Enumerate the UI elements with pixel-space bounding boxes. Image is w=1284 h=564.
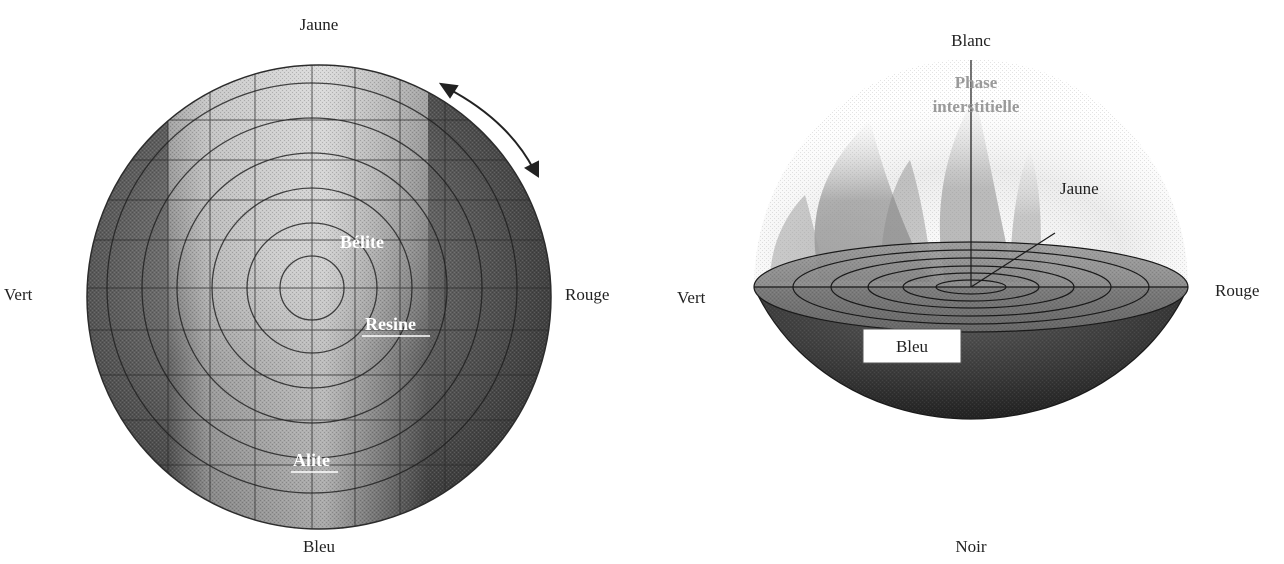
right-region-porosite: Porosité bbox=[940, 462, 1003, 482]
rotation-arrow-icon bbox=[438, 82, 539, 178]
right-region-phase-line1: Phase bbox=[955, 73, 998, 92]
left-color-sphere bbox=[86, 64, 552, 530]
left-region-belite: Bélite bbox=[340, 232, 384, 252]
left-label-bottom: Bleu bbox=[303, 537, 336, 556]
right-axes bbox=[754, 60, 1188, 288]
right-label-upper-right: Jaune bbox=[1060, 179, 1099, 198]
right-color-hemisphere bbox=[753, 59, 1189, 420]
right-label-bottom: Noir bbox=[955, 537, 987, 556]
left-concentric-rings bbox=[106, 82, 518, 494]
right-label-top: Blanc bbox=[951, 31, 991, 50]
left-label-left: Vert bbox=[4, 285, 33, 304]
left-region-resine: Resine bbox=[365, 314, 416, 334]
left-grid-lines bbox=[87, 65, 551, 529]
right-label-right: Rouge bbox=[1215, 281, 1259, 300]
right-region-bleu: Bleu bbox=[896, 337, 929, 356]
left-region-alite: Alite bbox=[293, 450, 330, 470]
right-region-phase-line2: interstitielle bbox=[933, 97, 1020, 116]
bleu-label-box: Bleu bbox=[862, 328, 962, 364]
left-label-top: Jaune bbox=[300, 15, 339, 34]
left-label-right: Rouge bbox=[565, 285, 609, 304]
right-label-left: Vert bbox=[677, 288, 706, 307]
